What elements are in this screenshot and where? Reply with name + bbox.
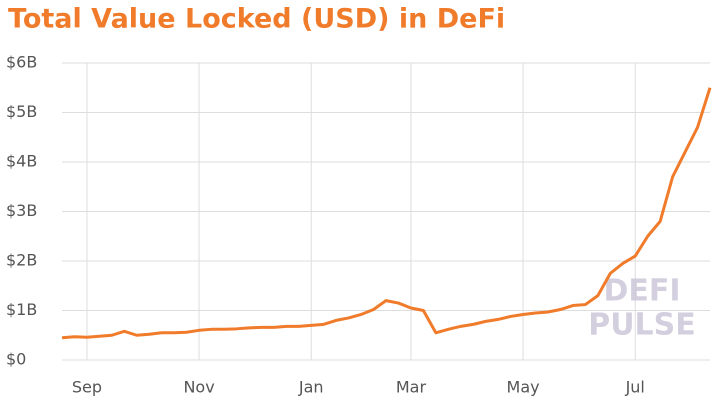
y-tick-label: $2B [6,251,37,270]
x-tick-label: Jan [298,378,324,397]
watermark: PULSE [588,308,696,343]
x-tick-label: Mar [396,378,427,397]
watermark: DEFI [603,274,680,309]
x-tick-label: Sep [72,378,102,397]
y-tick-label: $1B [6,300,37,319]
x-tick-label: May [507,378,540,397]
y-tick-label: $4B [6,152,37,171]
y-tick-label: $0 [6,350,26,369]
y-tick-label: $3B [6,201,37,220]
x-tick-label: Nov [183,378,214,397]
line [61,87,712,340]
y-tick-label: $5B [6,102,37,121]
chart-title: Total Value Locked (USD) in DeFi [8,4,505,35]
y-tick-label: $6B [6,53,37,72]
x-tick-label: Jul [625,378,645,397]
